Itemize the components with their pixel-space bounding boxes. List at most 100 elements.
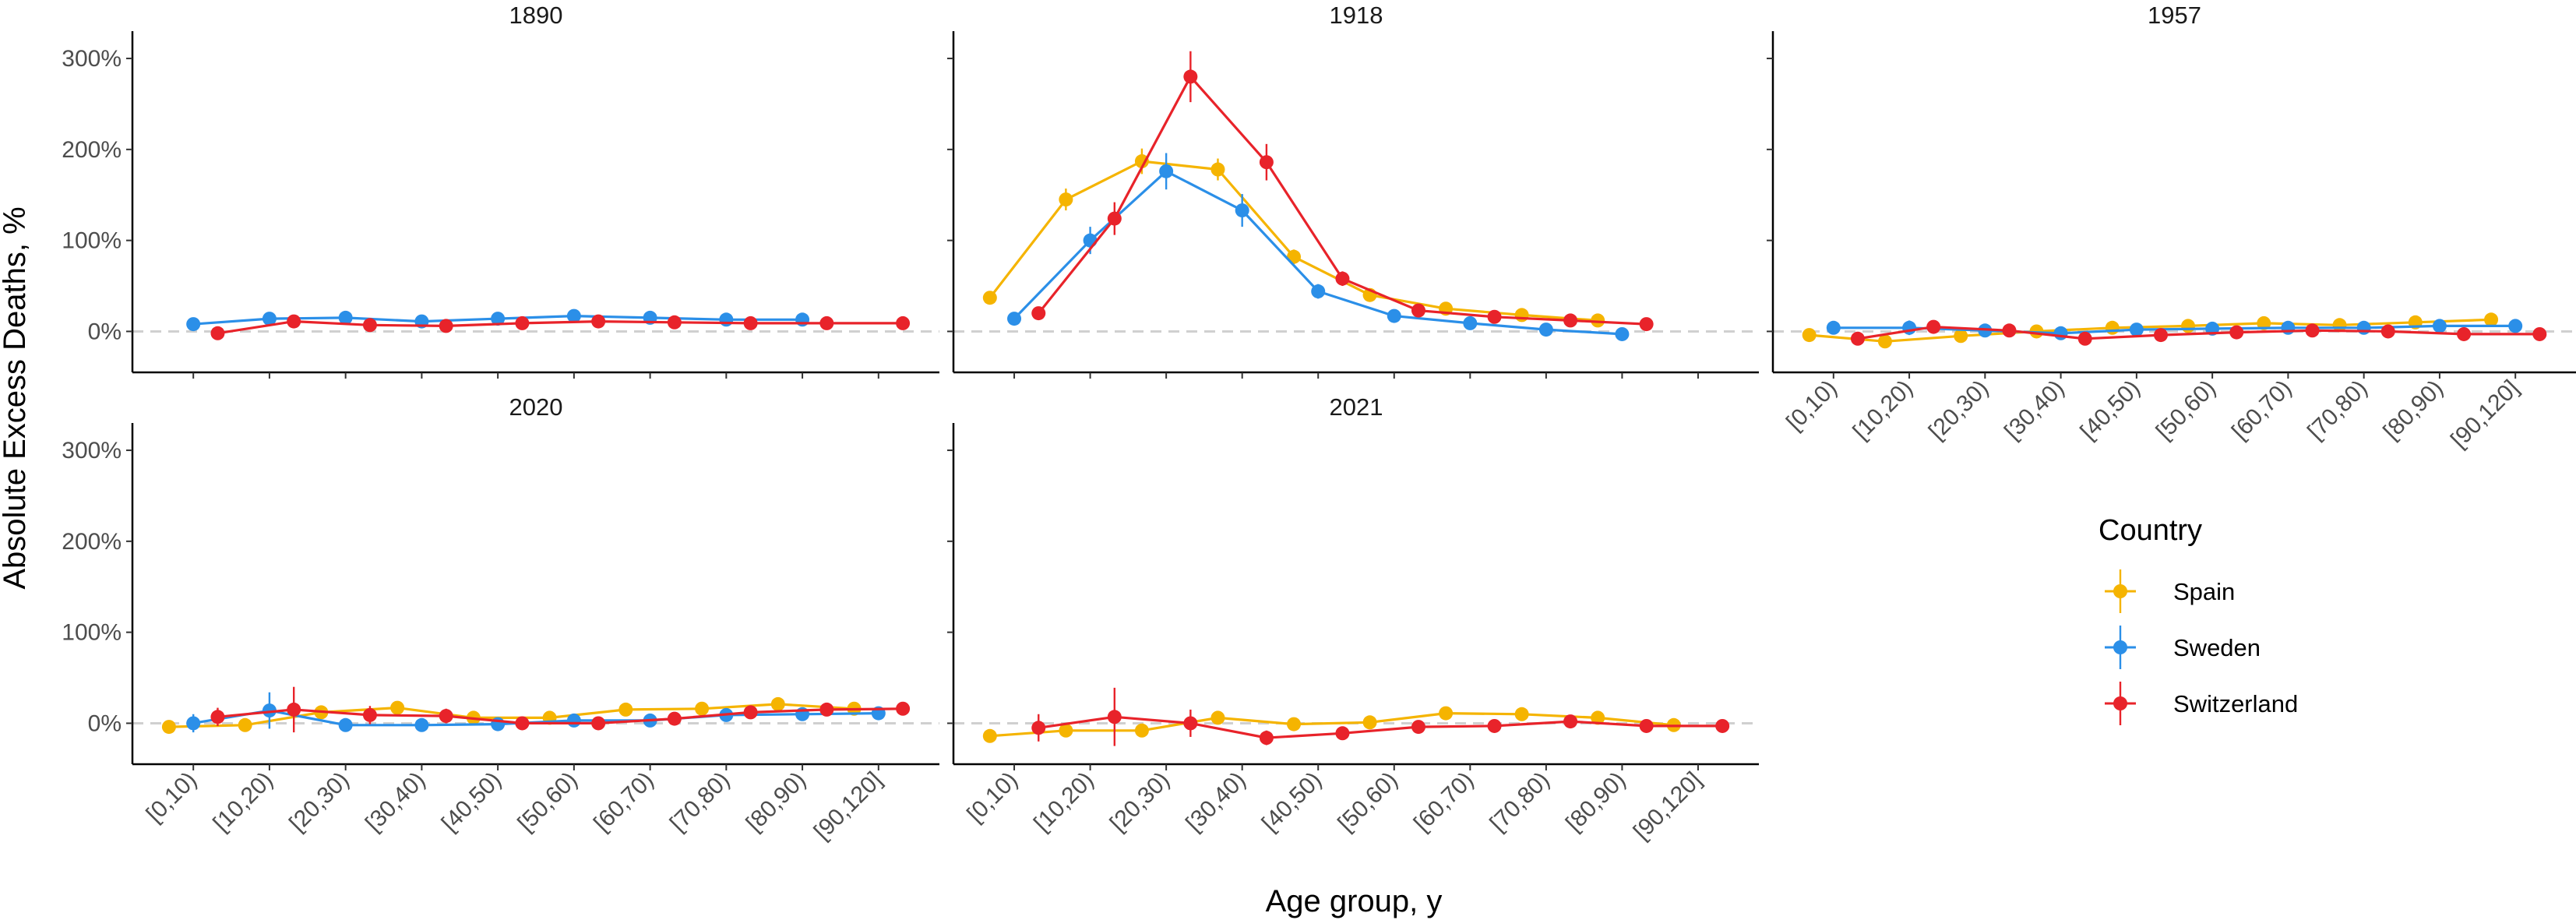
legend-item-sweden: Sweden xyxy=(2105,626,2261,669)
series-line xyxy=(1038,74,1647,326)
data-point xyxy=(1439,706,1454,721)
data-point xyxy=(2484,312,2499,327)
x-tick-label: [10,20) xyxy=(1848,375,1918,445)
data-point xyxy=(186,716,201,731)
data-point xyxy=(1134,723,1149,738)
data-point xyxy=(1107,211,1122,226)
data-point xyxy=(2229,325,2244,340)
legend-key-point xyxy=(2113,640,2127,654)
data-point xyxy=(2356,320,2371,335)
x-tick-label: [20,30) xyxy=(1924,375,1993,445)
legend-label: Spain xyxy=(2173,578,2235,605)
data-point xyxy=(1538,323,1553,337)
data-point xyxy=(1639,718,1654,733)
data-point xyxy=(1926,319,1941,334)
x-tick-label: [0,10) xyxy=(1781,375,1842,436)
x-tick-label: [20,30) xyxy=(1105,767,1175,837)
data-point xyxy=(1259,155,1274,170)
y-axis-title: Absolute Excess Deaths, % xyxy=(0,206,32,589)
data-point xyxy=(338,310,353,325)
y-tick-label: 100% xyxy=(62,620,122,646)
data-point xyxy=(2002,323,2017,338)
series-line xyxy=(217,319,904,335)
series-spain xyxy=(161,696,862,735)
data-point xyxy=(287,702,301,717)
data-point xyxy=(362,707,377,722)
data-point xyxy=(1615,326,1630,341)
data-point xyxy=(2181,319,2196,333)
data-point xyxy=(2129,323,2144,337)
panel-1957: 1957 [0,10) [10,20) [20,30) [30,40) [40,50) [5… xyxy=(1767,2,2576,453)
x-tick-label: [0,10) xyxy=(142,767,203,828)
data-point xyxy=(1514,308,1529,323)
data-point xyxy=(1210,162,1225,177)
x-tick-label: [10,20) xyxy=(208,767,277,837)
data-point xyxy=(1514,707,1529,721)
data-point xyxy=(515,716,530,731)
y-tick-label: 300% xyxy=(62,438,122,464)
y-tick-label: 100% xyxy=(62,228,122,254)
series-line xyxy=(217,707,904,724)
data-point xyxy=(1210,710,1225,725)
data-point xyxy=(719,312,734,327)
series-line xyxy=(168,703,855,728)
data-point xyxy=(1487,309,1502,324)
legend-title: Country xyxy=(2099,514,2202,547)
series-line xyxy=(1013,169,1623,336)
legend: Country Spain Sweden Switzerland xyxy=(2099,514,2298,725)
data-point xyxy=(2305,323,2320,338)
series-line xyxy=(1038,715,1723,739)
x-tick-label: [80,90) xyxy=(742,767,811,837)
data-point xyxy=(795,312,810,327)
data-point xyxy=(1007,312,1022,326)
x-tick-label: [50,60) xyxy=(513,767,582,837)
series-sweden xyxy=(186,308,810,332)
data-point xyxy=(1259,731,1274,746)
data-point xyxy=(743,705,758,720)
data-point xyxy=(2457,326,2472,341)
legend-label: Switzerland xyxy=(2173,690,2298,717)
data-point xyxy=(1639,317,1654,332)
data-point xyxy=(210,326,225,340)
data-point xyxy=(186,317,201,332)
legend-item-spain: Spain xyxy=(2105,569,2235,613)
x-tick-label: [20,30) xyxy=(284,767,354,837)
panel-2020: 2020 0% 100% 200% 300% [0,10) [10,20) [20,30) [3… xyxy=(62,393,939,845)
data-point xyxy=(695,701,710,716)
series-switzerland xyxy=(1031,51,1654,332)
legend-key-point xyxy=(2113,696,2127,710)
y-tick-label: 0% xyxy=(88,710,122,736)
x-tick-label: [10,20) xyxy=(1029,767,1098,837)
data-point xyxy=(2153,328,2168,343)
data-point xyxy=(1311,284,1326,299)
data-point xyxy=(1107,710,1122,724)
series-line xyxy=(1833,324,2516,335)
panel-2021: 2021 [0,10) [10,20) [20,30) [30,40) [40,50) [5… xyxy=(947,393,1759,845)
x-tick-label: [30,40) xyxy=(361,767,430,837)
legend-item-switzerland: Switzerland xyxy=(2105,682,2298,725)
y-tick-label: 300% xyxy=(62,46,122,72)
data-point xyxy=(1159,164,1174,178)
x-tick-label: [40,50) xyxy=(2075,375,2144,445)
data-point xyxy=(1387,308,1401,323)
data-point xyxy=(238,717,252,732)
data-point xyxy=(896,701,911,716)
y-tick-label: 200% xyxy=(62,137,122,163)
x-tick-label: [60,70) xyxy=(2227,375,2296,445)
data-point xyxy=(262,312,277,326)
data-point xyxy=(667,711,682,726)
data-point xyxy=(1591,710,1605,725)
data-point xyxy=(1335,726,1350,741)
data-point xyxy=(1235,203,1249,218)
data-point xyxy=(2053,326,2068,340)
data-point xyxy=(982,291,997,305)
data-point xyxy=(618,702,633,717)
x-tick-label: [90,120] xyxy=(1629,767,1707,845)
data-point xyxy=(1563,714,1578,729)
x-tick-label: [30,40) xyxy=(2000,375,2069,445)
data-point xyxy=(566,713,581,728)
data-point xyxy=(1563,313,1578,328)
data-point xyxy=(491,312,506,326)
data-point xyxy=(770,696,785,711)
